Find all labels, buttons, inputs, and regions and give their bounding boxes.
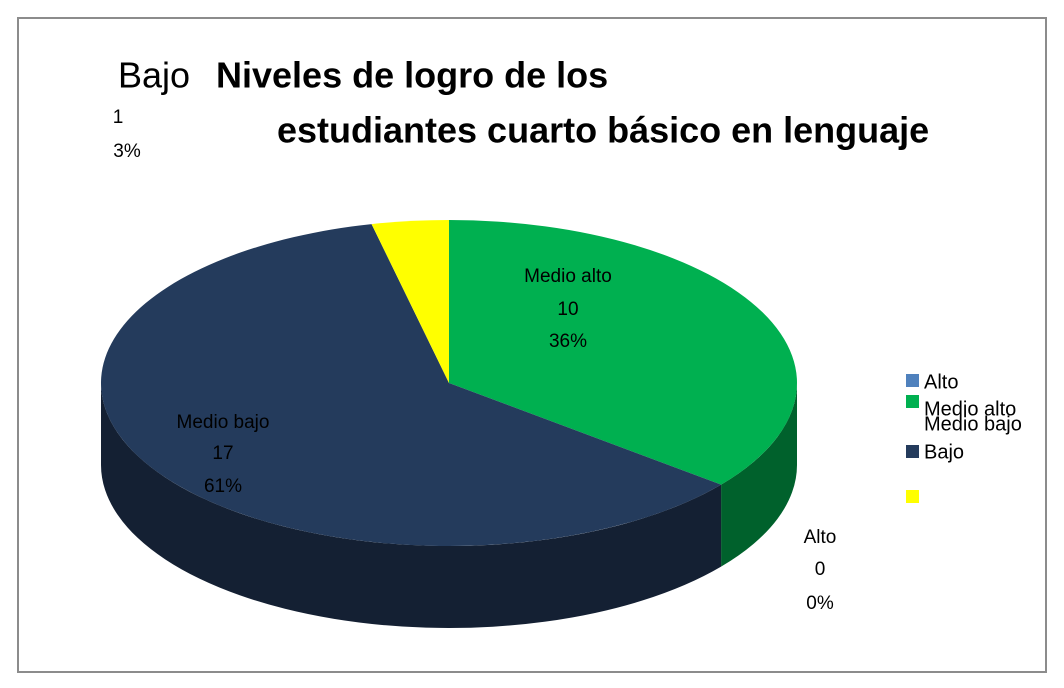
data-label-value: 1 <box>113 107 124 128</box>
slice-side <box>100 383 722 628</box>
data-label-percent: 0% <box>806 593 834 614</box>
data-label-percent: 36% <box>549 331 587 352</box>
legend-label: Bajo <box>924 441 964 463</box>
legend-label: Medio alto <box>924 398 1016 420</box>
legend-marker <box>906 490 919 503</box>
slice-side <box>721 383 797 567</box>
data-label-name: Alto <box>804 527 837 548</box>
data-label-percent: 3% <box>113 141 141 162</box>
legend-label: Medio bajo <box>924 413 1022 435</box>
data-label-name: Medio alto <box>524 266 612 287</box>
chart-title-line1: Niveles de logro de los <box>216 55 608 96</box>
data-label-percent: 61% <box>204 476 242 497</box>
legend-marker <box>906 445 919 458</box>
slice <box>449 220 797 485</box>
data-label-value: 0 <box>815 559 826 580</box>
data-label-name: Bajo <box>118 55 190 96</box>
data-label-value: 17 <box>212 443 233 464</box>
data-label-name: Medio bajo <box>177 412 270 433</box>
chart-title-line2: estudiantes cuarto básico en lenguaje <box>277 110 929 151</box>
pie <box>100 220 797 628</box>
slice <box>100 224 722 547</box>
slice <box>371 220 449 383</box>
legend-marker <box>906 374 919 387</box>
data-label-value: 10 <box>557 299 578 320</box>
legend-label: Alto <box>924 371 958 393</box>
legend-marker <box>906 395 919 408</box>
